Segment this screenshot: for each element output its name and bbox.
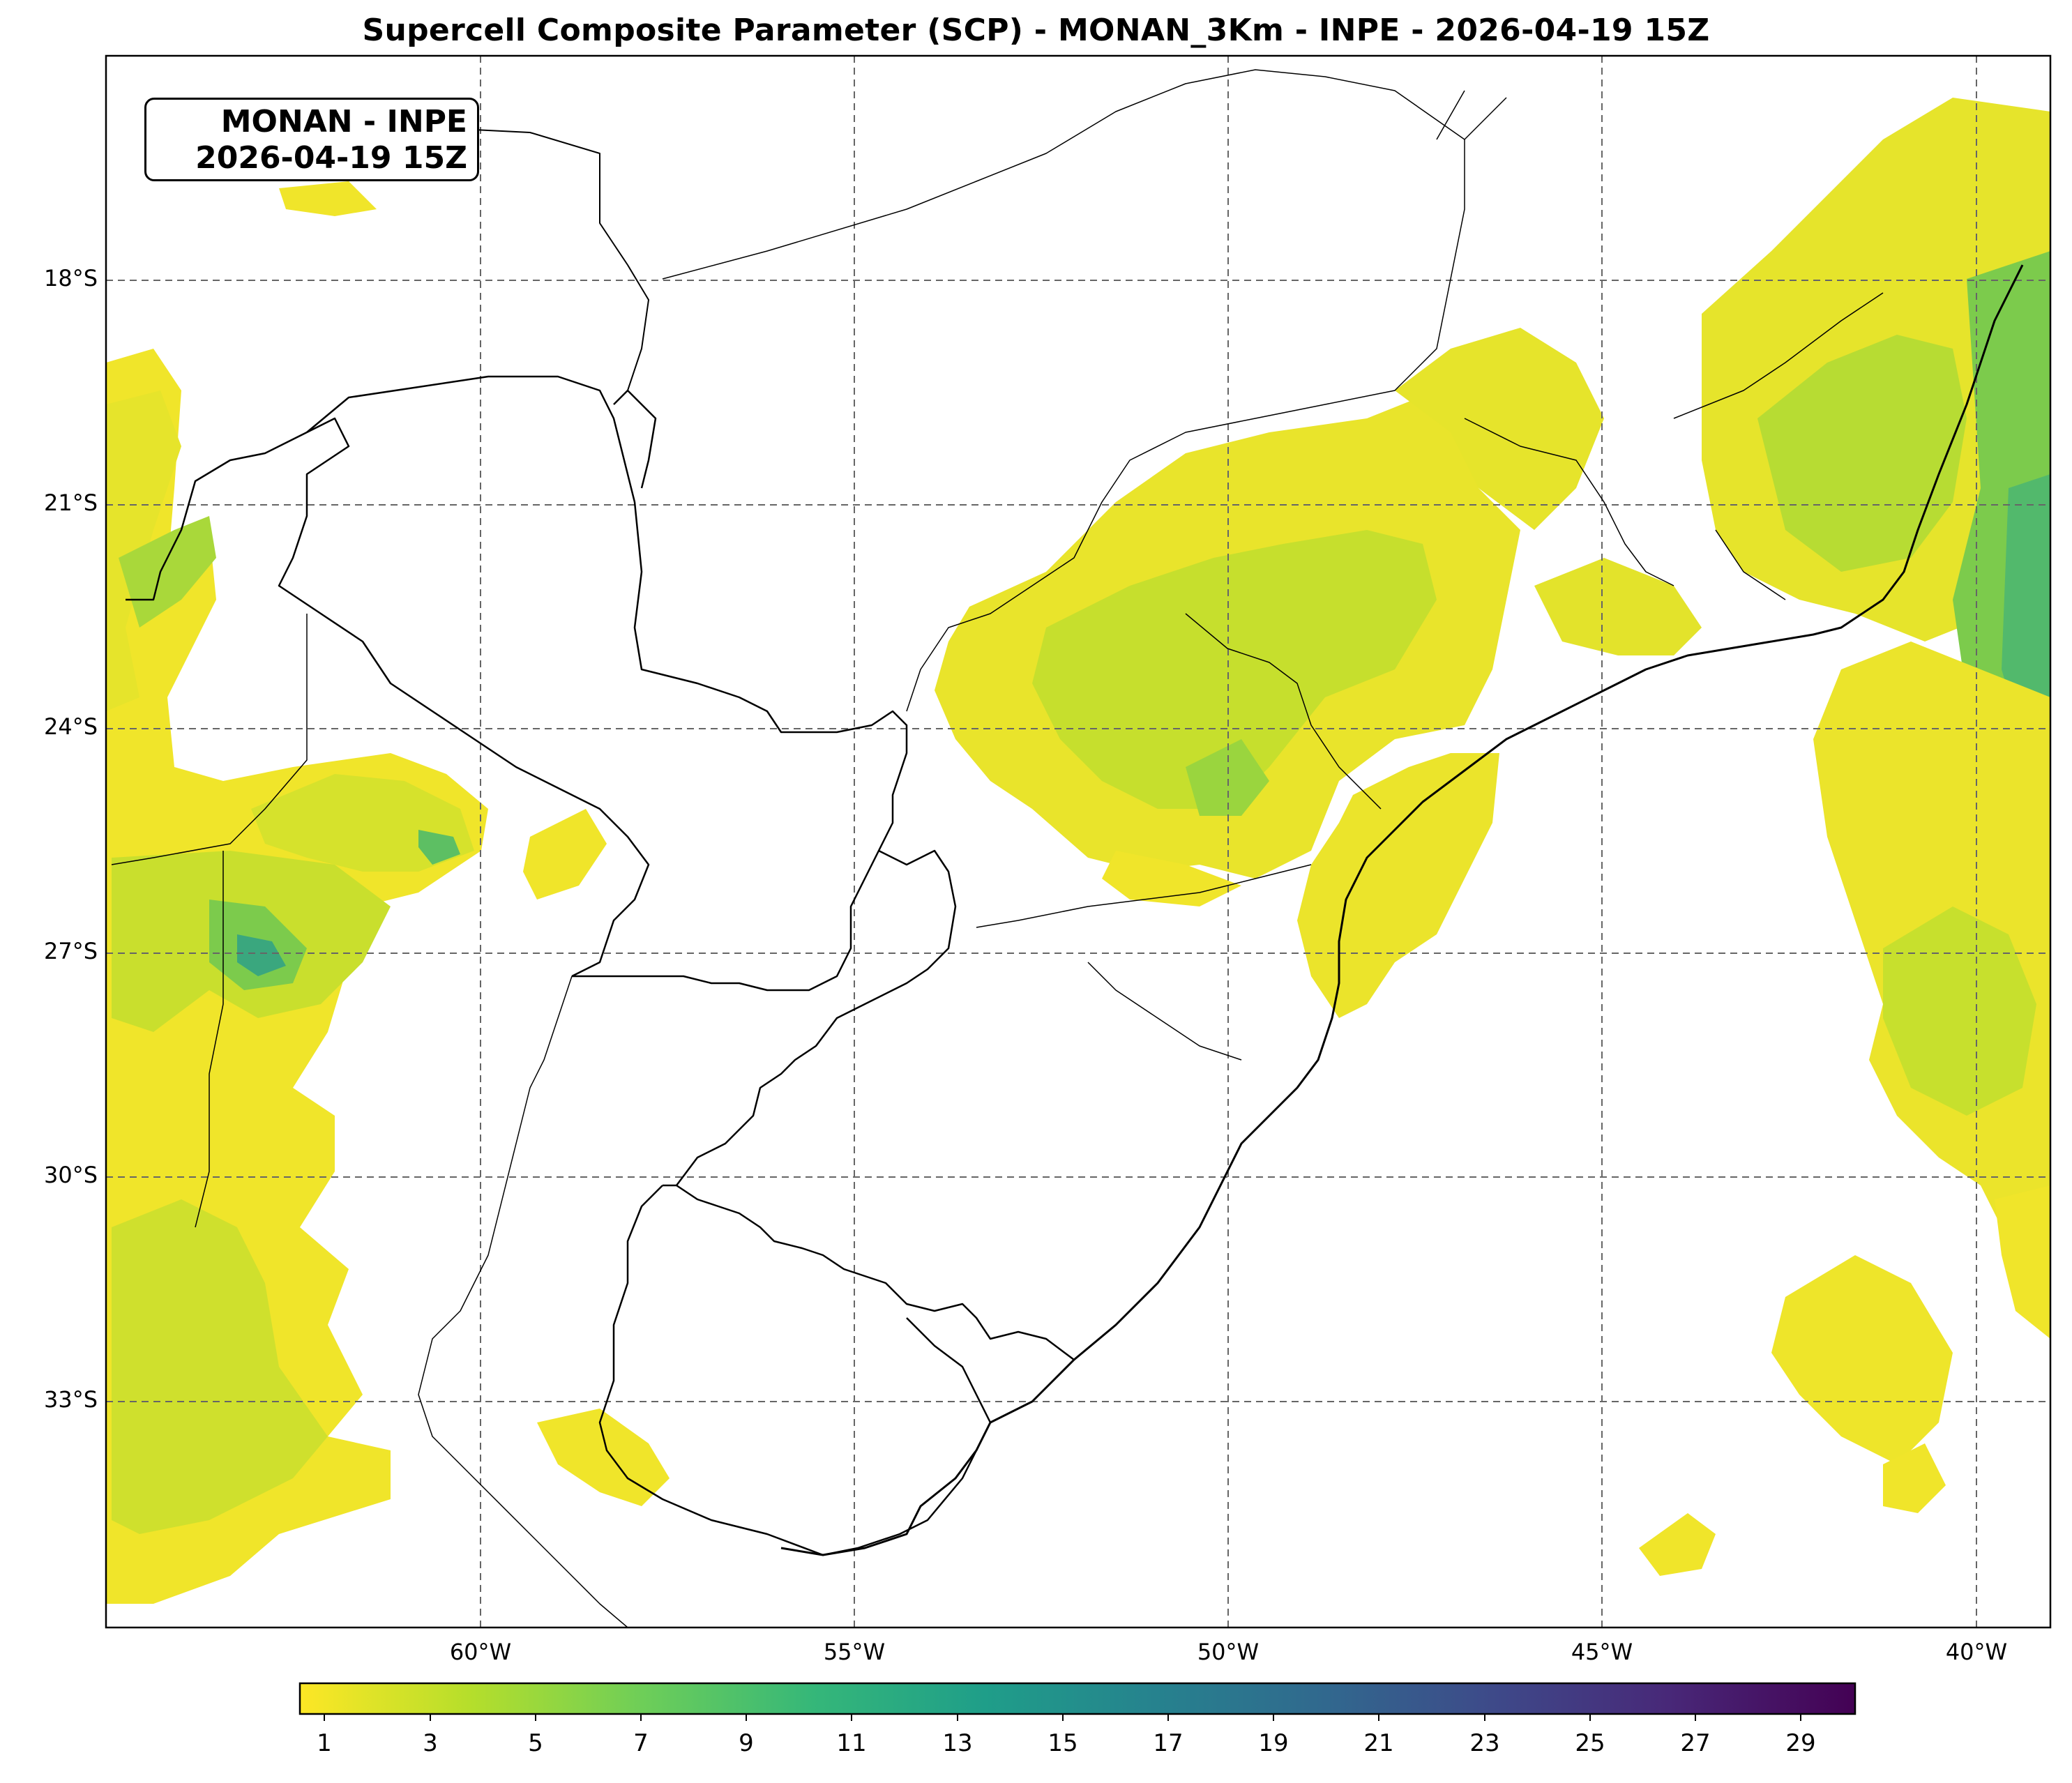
lat-label-21s: 21°S (43, 490, 98, 516)
colorbar-tick-label: 25 (1575, 1729, 1605, 1757)
border-uruguay (598, 1185, 992, 1556)
colorbar-tick-label: 11 (836, 1729, 867, 1757)
border-brazil-argentina (676, 849, 957, 1186)
colorbar-tick-label: 7 (633, 1729, 649, 1757)
lat-label-18s: 18°S (43, 265, 98, 291)
scp-region-central-mid (1032, 530, 1437, 809)
colorbar-tick-label: 5 (528, 1729, 543, 1757)
colorbar-tick-label: 13 (942, 1729, 973, 1757)
scp-region-sw-bottom (112, 1199, 328, 1534)
scp-region-atlantic-south2 (1995, 1185, 2050, 1339)
scp-region-atlantic-blob2 (1883, 1443, 1946, 1513)
border-brazil-paraguay (613, 389, 657, 489)
colorbar-tick-label: 27 (1680, 1729, 1711, 1757)
scp-region-east-peak (2002, 474, 2050, 739)
scp-region-atlantic-mid (1883, 906, 2036, 1116)
lat-label-30s: 30°S (43, 1162, 98, 1188)
colorbar-ticks (324, 1714, 1801, 1721)
scp-region-rio (1534, 558, 1702, 655)
info-box: MONAN - INPE 2026-04-19 15Z (144, 98, 479, 181)
border-paraguay (306, 375, 908, 992)
scp-region-atlantic-south (1771, 1255, 1953, 1464)
lon-label-55w: 55°W (823, 1639, 886, 1665)
scp-region-parana-low (1102, 851, 1241, 906)
scp-region-atlantic-blob (1639, 1513, 1716, 1576)
gridlines (106, 56, 2050, 1628)
state-borders-brazil (662, 69, 1884, 1061)
scp-region-coast-sc (1297, 753, 1499, 1018)
scp-region-west-peak (237, 934, 286, 976)
scp-region-east-mid (1757, 335, 1967, 572)
border-brazil-uruguay (663, 1184, 1075, 1360)
border-bolivia (126, 431, 308, 601)
scp-region-chaco-high (418, 830, 460, 865)
border-chile (195, 851, 224, 1228)
scp-region-uruguay-river (537, 1409, 670, 1506)
lon-label-50w: 50°W (1197, 1639, 1260, 1665)
border-arg-chile (111, 614, 308, 865)
scp-region-central-high (1186, 739, 1269, 816)
lon-label-45w: 45°W (1571, 1639, 1633, 1665)
colorbar-tick-label: 23 (1469, 1729, 1500, 1757)
political-borders (111, 69, 2024, 1628)
scp-field-layer (106, 98, 2050, 1604)
colorbar-tick-label: 1 (317, 1729, 332, 1757)
colorbar-tick-label: 15 (1048, 1729, 1078, 1757)
map-frame (105, 54, 2052, 1629)
border-paraguay-west (278, 417, 650, 978)
info-box-line1: MONAN - INPE (220, 104, 467, 139)
colorbar-tick-label: 19 (1258, 1729, 1289, 1757)
colorbar-tick-label: 21 (1363, 1729, 1394, 1757)
scp-region-corrientes (523, 809, 607, 900)
colorbar (298, 1682, 1857, 1721)
colorbar-tick-label: 17 (1153, 1729, 1184, 1757)
lon-label-40w: 40°W (1945, 1639, 2008, 1665)
info-box-line2: 2026-04-19 15Z (195, 140, 467, 176)
map-title: Supercell Composite Parameter (SCP) - MO… (362, 13, 1710, 48)
lat-label-24s: 24°S (43, 713, 98, 740)
colorbar-gradient (298, 1682, 1857, 1715)
lon-label-60w: 60°W (449, 1639, 512, 1665)
colorbar-tick-label: 9 (739, 1729, 754, 1757)
lat-label-33s: 33°S (43, 1386, 98, 1413)
lat-label-27s: 27°S (43, 938, 98, 964)
border-argentina-interior (418, 976, 628, 1628)
scp-region-minas (1395, 328, 1604, 530)
colorbar-tick-label: 29 (1785, 1729, 1816, 1757)
colorbar-tick-label: 3 (423, 1729, 438, 1757)
coastline (780, 264, 2024, 1556)
scp-region-nw-top (279, 181, 377, 216)
